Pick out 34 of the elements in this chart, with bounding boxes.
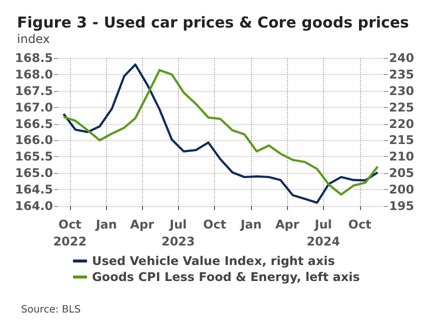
y-tick-label: 166.0 xyxy=(15,133,53,148)
x-tick-label: Jan xyxy=(94,218,117,232)
y2-tick-label: 235 xyxy=(389,67,414,82)
y2-tick-label: 200 xyxy=(389,182,414,197)
y2-tick-label: 220 xyxy=(389,116,414,131)
y-tick-label: 167.5 xyxy=(15,84,53,98)
x-tick-label: Oct xyxy=(203,218,226,232)
x-tick-label: Jan xyxy=(240,218,262,232)
source-note: Source: BLS xyxy=(21,304,81,316)
y2-tick-label: 225 xyxy=(389,100,414,114)
y2-tick-label: 195 xyxy=(389,199,414,213)
x-tick-label: Oct 2022 xyxy=(53,218,87,248)
y-tick-label: 165.5 xyxy=(15,150,53,164)
y2-tick-label: 205 xyxy=(389,166,414,180)
y-tick-label: 167.0 xyxy=(15,100,53,114)
y-tick-label: 168.0 xyxy=(15,67,53,82)
chart-title: Figure 3 - Used car prices & Core goods prices xyxy=(17,14,410,32)
y2-tick-label: 240 xyxy=(389,51,414,65)
x-tick-label: Apr xyxy=(130,218,154,232)
y2-tick-label: 215 xyxy=(389,133,414,148)
y-tick-label: 164.5 xyxy=(15,182,53,197)
y2-tick-label: 230 xyxy=(389,84,414,98)
x-tick-label: Jul 2024 xyxy=(306,218,340,248)
y-tick-label: 164.0 xyxy=(15,199,53,213)
y-tick-label: 166.5 xyxy=(15,116,53,131)
legend-label: Goods CPI Less Food & Energy, left axis xyxy=(92,270,360,284)
y-tick-label: 165.0 xyxy=(15,166,53,180)
x-tick-label: Oct xyxy=(348,218,372,232)
x-tick-label: Apr xyxy=(275,218,300,232)
y2-tick-label: 210 xyxy=(389,150,414,164)
x-tick-label: Jul 2023 xyxy=(161,218,195,248)
y-tick-label: 168.5 xyxy=(15,51,53,65)
y-axis-title: index xyxy=(17,32,50,46)
legend-label: Used Vehicle Value Index, right axis xyxy=(92,254,335,268)
